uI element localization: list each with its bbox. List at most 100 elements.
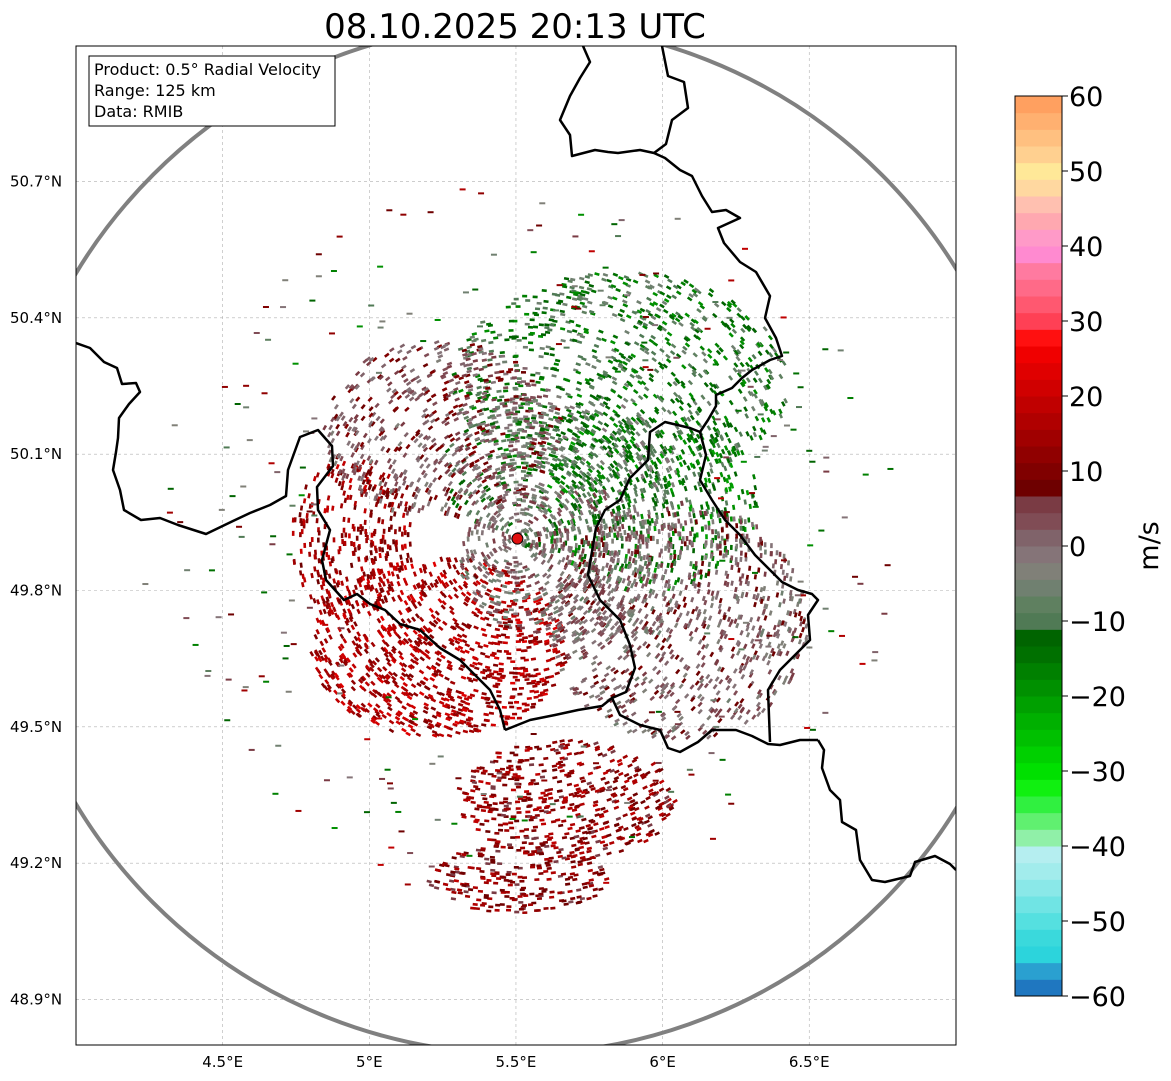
echo-pixel <box>719 434 725 440</box>
echo-pixel <box>648 377 654 383</box>
echo-pixel <box>570 510 576 517</box>
echo-pixel <box>666 381 673 387</box>
echo-pixel <box>454 502 460 509</box>
echo-pixel <box>480 848 486 852</box>
echo-pixel <box>638 454 644 461</box>
echo-pixel <box>356 526 360 532</box>
echo-pixel <box>532 467 538 472</box>
echo-pixel <box>647 525 652 531</box>
echo-pixel <box>434 578 440 585</box>
echo-pixel <box>683 485 688 492</box>
echo-pixel <box>339 633 345 640</box>
echo-pixel <box>751 327 758 334</box>
echo-pixel <box>768 343 775 350</box>
echo-pixel <box>691 365 697 372</box>
echo-pixel <box>428 607 434 614</box>
echo-pixel <box>389 524 393 530</box>
echo-pixel <box>592 479 598 486</box>
echo-pixel <box>500 453 507 458</box>
echo-pixel <box>599 437 606 443</box>
echo-pixel <box>636 511 640 517</box>
echo-pixel <box>527 325 534 329</box>
echo-pixel <box>643 560 648 567</box>
echo-pixel <box>628 453 634 459</box>
echo-pixel <box>383 539 387 545</box>
echo-pixel <box>601 485 607 492</box>
echo-pixel <box>743 406 748 412</box>
echo-pixel <box>677 314 684 320</box>
echo-pixel <box>635 476 640 483</box>
echo-pixel <box>588 486 594 492</box>
echo-pixel <box>321 647 327 653</box>
echo-pixel <box>608 449 614 455</box>
echo-pixel <box>516 767 522 771</box>
echo-pixel <box>494 871 500 875</box>
echo-pixel <box>678 321 684 327</box>
echo-pixel <box>479 903 486 907</box>
echo-pixel <box>759 536 762 542</box>
echo-pixel <box>487 838 493 842</box>
echo-pixel <box>736 307 742 313</box>
echo-pixel <box>625 444 631 451</box>
echo-pixel <box>347 701 353 707</box>
echo-pixel <box>584 416 591 422</box>
echo-pixel <box>348 672 354 678</box>
echo-pixel <box>465 390 472 395</box>
echo-pixel <box>559 639 565 645</box>
echo-pixel <box>624 457 630 463</box>
echo-pixel <box>544 861 550 865</box>
echo-pixel <box>677 479 683 486</box>
echo-pixel <box>441 592 447 599</box>
echo-pixel <box>509 751 515 755</box>
echo-pixel <box>583 330 590 335</box>
echo-pixel <box>726 300 733 307</box>
echo-pixel <box>530 657 537 661</box>
echo-pixel <box>683 541 687 547</box>
echo-pixel <box>449 680 456 685</box>
echo-pixel <box>614 448 620 454</box>
echo-pixel <box>566 490 573 496</box>
echo-pixel <box>537 698 544 702</box>
echo-pixel <box>487 439 493 444</box>
echo-pixel <box>653 273 660 279</box>
echo-pixel <box>493 635 499 639</box>
echo-pixel <box>521 445 527 449</box>
echo-pixel <box>519 879 525 883</box>
echo-pixel <box>758 434 763 441</box>
echo-pixel <box>536 301 542 305</box>
echo-pixel <box>340 533 344 539</box>
echo-pixel <box>554 358 561 363</box>
echo-pixel <box>467 423 474 428</box>
echo-pixel <box>403 525 406 531</box>
echo-pixel <box>540 333 547 337</box>
echo-pixel <box>632 324 639 330</box>
echo-pixel <box>471 610 477 616</box>
echo-pixel <box>395 546 399 553</box>
echo-pixel <box>502 641 508 645</box>
echo-pixel <box>425 665 432 671</box>
echo-pixel <box>486 878 492 882</box>
echo-pixel <box>707 477 712 484</box>
echo-pixel <box>548 453 554 458</box>
echo-pixel <box>524 402 531 406</box>
echo-pixel <box>722 553 726 559</box>
echo-pixel <box>699 345 705 351</box>
echo-pixel <box>428 571 433 578</box>
echo-pixel <box>512 687 518 691</box>
echo-pixel <box>412 584 418 591</box>
echo-pixel <box>480 497 486 503</box>
echo-pixel <box>722 422 727 428</box>
echo-pixel <box>547 328 553 332</box>
echo-pixel <box>621 516 625 523</box>
echo-pixel <box>643 350 650 355</box>
echo-pixel <box>728 456 733 463</box>
echo-pixel <box>508 319 514 323</box>
echo-pixel <box>405 691 411 697</box>
echo-pixel <box>725 477 730 484</box>
echo-pixel <box>612 422 619 428</box>
echo-pixel <box>477 377 483 382</box>
echo-pixel <box>512 416 518 420</box>
echo-pixel <box>599 402 605 408</box>
echo-pixel <box>697 372 704 379</box>
echo-pixel <box>668 445 674 451</box>
